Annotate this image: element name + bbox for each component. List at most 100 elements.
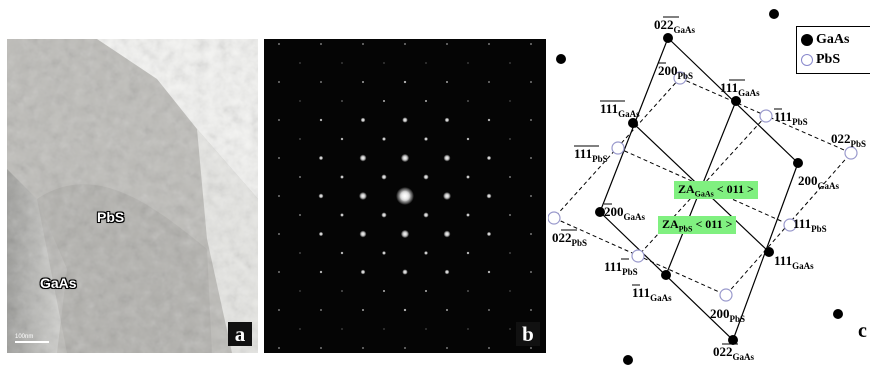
miller-label: 111PbS — [793, 216, 827, 234]
diffraction-spot — [488, 43, 490, 45]
miller-label: 111GaAs — [774, 253, 814, 271]
diffraction-spot — [361, 308, 365, 312]
miller-label: 111GaAs — [600, 101, 640, 119]
legend: GaAs PbS — [796, 26, 870, 74]
miller-label: 200PbS — [658, 63, 693, 81]
gaas-spot — [764, 247, 774, 257]
miller-label: 200GaAs — [604, 204, 646, 222]
diffraction-spot — [467, 62, 469, 64]
miller-label: 111GaAs — [720, 80, 760, 98]
diffraction-spot — [424, 289, 428, 293]
diffraction-pattern-panel: b — [264, 39, 546, 353]
diffraction-spot — [404, 43, 406, 45]
diffraction-spot — [403, 80, 407, 84]
diffraction-spot — [278, 43, 280, 45]
diffraction-spot — [444, 269, 450, 275]
miller-label: 200PbS — [710, 306, 745, 324]
diffraction-spot — [509, 62, 511, 64]
transmitted-beam — [396, 187, 414, 205]
diffraction-spot — [299, 328, 301, 330]
diffraction-spot — [278, 119, 280, 121]
diffraction-spot — [360, 117, 366, 123]
diffraction-spot — [362, 43, 364, 45]
gaas-spots — [556, 9, 843, 365]
diffraction-spot — [382, 251, 386, 255]
miller-label: 022GaAs — [713, 344, 755, 362]
diffraction-spot — [424, 99, 428, 103]
miller-labels: 022GaAs 200PbS 111GaAs 111GaAs 111PbS 02… — [552, 16, 866, 362]
diffraction-spot — [423, 212, 429, 218]
gaas-spot — [769, 9, 779, 19]
diffraction-spot — [487, 118, 491, 122]
pbs-spot — [844, 146, 858, 160]
diffraction-spot — [298, 175, 302, 179]
diffraction-spot — [318, 231, 324, 237]
diffraction-spot — [382, 289, 386, 293]
gaas-spot — [663, 33, 673, 43]
diffraction-spot — [425, 62, 427, 64]
diffraction-spot — [299, 138, 301, 140]
miller-label: 111PbS — [774, 109, 808, 127]
diffraction-spot — [466, 251, 470, 255]
diffraction-spot — [509, 138, 511, 140]
diffraction-spot — [299, 290, 301, 292]
diffraction-spot — [299, 252, 301, 254]
diffraction-spot — [340, 251, 344, 255]
diffraction-spot — [530, 233, 532, 235]
diffraction-spot — [359, 192, 367, 200]
diffraction-spot — [298, 213, 302, 217]
diffraction-spot — [509, 328, 511, 330]
diffraction-spot — [530, 195, 532, 197]
miller-label: 111PbS — [604, 259, 638, 277]
diffraction-spot — [446, 43, 448, 45]
diffraction-spot — [320, 347, 322, 349]
diffraction-spot — [488, 309, 490, 311]
diffraction-spot — [466, 175, 470, 179]
pbs-marker-icon — [801, 54, 813, 66]
diffraction-spot — [530, 347, 532, 349]
diffraction-spot — [530, 119, 532, 121]
diffraction-spot — [381, 212, 387, 218]
diffraction-spot — [467, 100, 469, 102]
diffraction-spot — [383, 328, 385, 330]
diffraction-spot — [320, 309, 322, 311]
diffraction-spot — [340, 137, 344, 141]
diffraction-spot — [466, 213, 470, 217]
gaas-spot — [556, 54, 566, 64]
miller-label: 022PbS — [552, 230, 587, 248]
diffraction-spot — [487, 270, 491, 274]
miller-label: 022GaAs — [654, 17, 696, 35]
pbs-spot — [673, 71, 687, 85]
diffraction-spot — [318, 193, 324, 199]
diffraction-spot — [424, 251, 428, 255]
diffraction-spot — [445, 308, 449, 312]
diffraction-spot — [486, 193, 492, 199]
gaas-zone-axis-label: ZAGaAs < 011 > — [674, 181, 758, 200]
diffraction-spot — [278, 347, 280, 349]
diffraction-spot — [404, 347, 406, 349]
diffraction-spot — [444, 117, 450, 123]
diffraction-spot — [425, 328, 427, 330]
tem-image-panel: PbS GaAs 100nm a — [7, 39, 258, 353]
diffraction-spot — [443, 192, 451, 200]
gaas-spot — [628, 118, 638, 128]
diffraction-spot — [402, 269, 408, 275]
diffraction-spot — [341, 62, 343, 64]
pbs-spot — [719, 288, 733, 302]
pbs-spot — [783, 218, 797, 232]
panel-c-tag: c — [858, 320, 867, 342]
diffraction-spot — [423, 174, 429, 180]
diffraction-spot — [320, 81, 322, 83]
saed-pattern — [278, 43, 532, 349]
legend-pbs: PbS — [801, 52, 840, 68]
diffraction-spot — [341, 290, 343, 292]
gaas-spot — [833, 309, 843, 319]
diffraction-spot — [278, 309, 280, 311]
diffraction-spot — [341, 100, 343, 102]
diffraction-spot — [488, 347, 490, 349]
diffraction-spot — [486, 231, 492, 237]
miller-label: 022PbS — [831, 131, 866, 149]
diffraction-spot — [278, 81, 280, 83]
diffraction-spot — [443, 154, 451, 162]
diffraction-spot — [340, 175, 344, 179]
